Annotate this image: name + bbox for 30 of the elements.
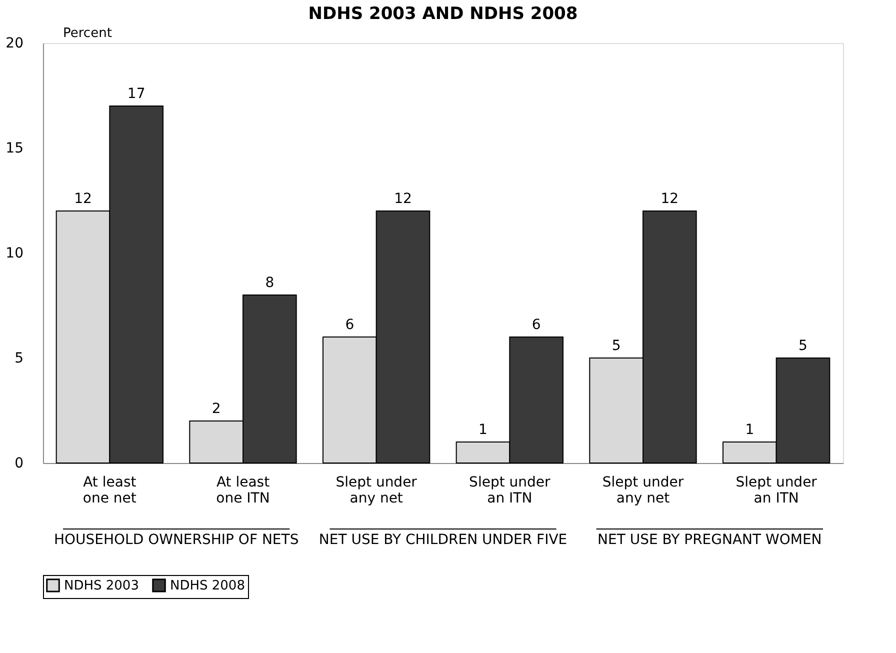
legend-label: NDHS 2008 <box>170 578 245 594</box>
x-tick-label: At least one ITN <box>216 474 270 506</box>
chart-title: NDHS 2003 AND NDHS 2008 <box>308 4 578 24</box>
data-label: 6 <box>532 317 541 333</box>
y-axis-title: Percent <box>63 26 112 41</box>
y-tick-label: 10 <box>6 246 24 262</box>
x-tick-label: Slept under an ITN <box>736 474 818 506</box>
x-tick-label: Slept under any net <box>336 474 418 506</box>
data-label: 2 <box>212 401 221 417</box>
data-label: 8 <box>265 275 274 291</box>
data-label: 6 <box>345 317 354 333</box>
data-label: 12 <box>660 191 679 207</box>
text: HOUSEHOLD OWNERSHIP OF NETS <box>54 532 299 548</box>
data-label: 12 <box>74 191 92 207</box>
data-label: 17 <box>127 86 146 102</box>
data-label: 1 <box>478 422 488 438</box>
data-label: 5 <box>612 338 621 354</box>
data-label: 5 <box>798 338 808 354</box>
x-tick-label: Slept under an ITN <box>469 474 551 506</box>
data-label: 12 <box>394 191 412 207</box>
text: NET USE BY CHILDREN UNDER FIVE <box>318 532 568 548</box>
y-tick-label: 20 <box>6 36 24 52</box>
x-tick-label: Slept under any net <box>602 474 684 506</box>
y-tick-label: 5 <box>14 350 24 366</box>
data-label: 1 <box>745 422 754 438</box>
legend-label: NDHS 2003 <box>64 578 139 594</box>
y-tick-label: 0 <box>14 456 24 472</box>
x-tick-label: At least one net <box>82 474 137 506</box>
y-tick-label: 15 <box>6 140 24 156</box>
text: NET USE BY PREGNANT WOMEN <box>598 532 822 548</box>
